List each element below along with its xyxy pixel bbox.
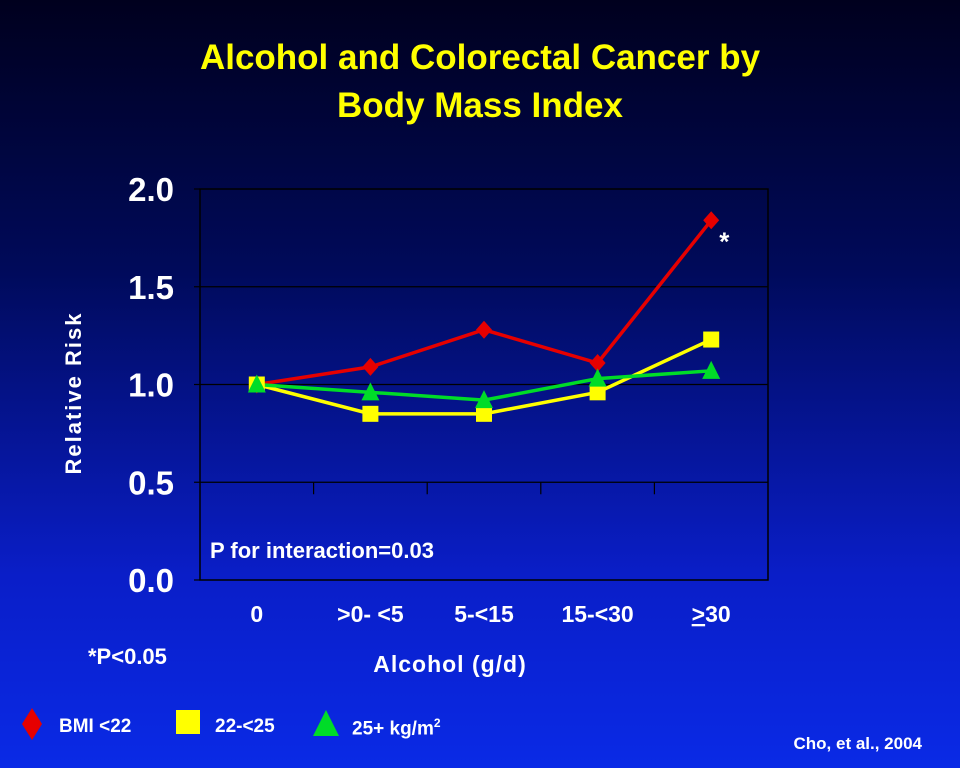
series-1-point	[589, 353, 606, 372]
series-line-1	[256, 219, 713, 387]
legend-item-bmi-under-22: BMI <22	[22, 708, 162, 740]
chart-title-line1: Alcohol and Colorectal Cancer by	[199, 38, 761, 77]
chart-title-line2: Body Mass Index	[337, 86, 623, 125]
x-tick-label: 0	[250, 601, 263, 627]
y-tick-label: 0.0	[128, 562, 174, 599]
legend-item-bmi-25-plus: 25+ kg/m2	[312, 708, 492, 740]
series-1-point	[703, 211, 720, 230]
y-axis-label: Relative Risk	[61, 311, 86, 475]
x-tick-label: 5-<15	[454, 601, 514, 627]
legend-label: 25+ kg/m2	[352, 716, 441, 740]
legend-label: 22-<25	[215, 716, 275, 737]
x-tick-label: >30	[692, 601, 731, 627]
series-2-point	[589, 384, 606, 401]
x-tick-label: >0- <5	[337, 601, 404, 627]
y-tick-label: 1.0	[128, 367, 174, 404]
x-axis-label: Alcohol (g/d)	[373, 651, 527, 677]
chart-title: Alcohol and Colorectal Cancer by Body Ma…	[0, 34, 960, 130]
green-triangle-icon	[313, 710, 339, 736]
significance-asterisk: *	[719, 226, 730, 256]
superscript-two: 2	[433, 716, 441, 730]
citation: Cho, et al., 2004	[793, 734, 923, 753]
red-diamond-icon	[22, 708, 42, 740]
legend-label: BMI <22	[59, 716, 132, 737]
significance-footnote: *P<0.05	[88, 644, 167, 669]
series-3-point	[475, 390, 493, 409]
interaction-note: P for interaction=0.03	[210, 538, 434, 563]
series-3-point	[588, 368, 607, 387]
x-tick-label: 15-<30	[561, 601, 633, 627]
y-tick-label: 2.0	[128, 171, 174, 208]
series-3-point	[247, 374, 266, 393]
yellow-square-icon	[176, 710, 200, 734]
series-1-point	[362, 357, 379, 376]
series-3-point	[361, 382, 380, 401]
series-2-point	[703, 331, 720, 348]
series-2-point	[362, 405, 379, 422]
y-tick-label: 1.5	[128, 269, 174, 306]
series-3-point	[702, 360, 721, 379]
series-1-point	[476, 320, 492, 339]
series-2-point	[476, 405, 492, 422]
legend-item-bmi-22-25: 22-<25	[175, 708, 315, 740]
y-tick-label: 0.5	[128, 464, 174, 501]
